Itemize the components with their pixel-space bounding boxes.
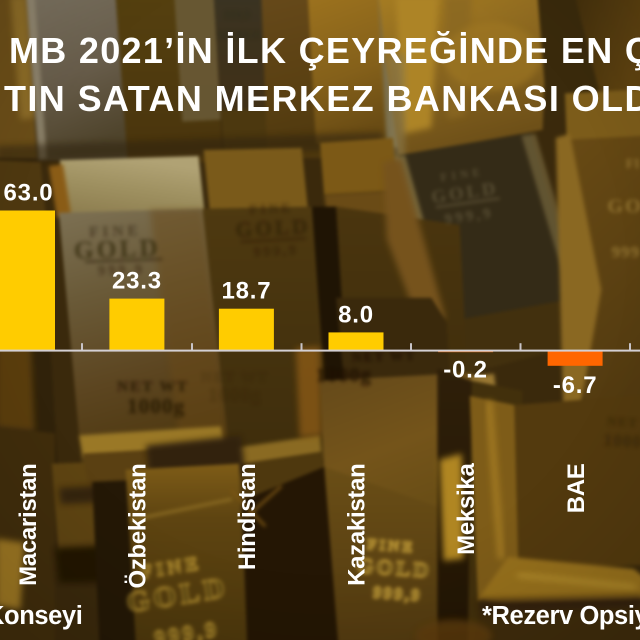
svg-text:Macaristan: Macaristan [15, 464, 42, 586]
svg-text:*Rezerv Opsiyon Mekanizması: *Rezerv Opsiyon Mekanizması [482, 602, 640, 630]
svg-text:18.7: 18.7 [221, 278, 271, 305]
svg-text:23.3: 23.3 [112, 268, 162, 295]
svg-text:8.0: 8.0 [338, 301, 374, 328]
svg-text:Kazakistan: Kazakistan [344, 464, 371, 586]
svg-text:Meksika: Meksika [453, 463, 480, 555]
svg-text:BAE: BAE [563, 463, 590, 513]
svg-text:Hindistan: Hindistan [234, 464, 261, 571]
svg-text:Konseyi: Konseyi [0, 602, 82, 630]
svg-text:-0.2: -0.2 [443, 356, 488, 383]
svg-text:63.0: 63.0 [4, 179, 54, 206]
svg-text:Özbekistan: Özbekistan [125, 464, 152, 589]
svg-text:-6.7: -6.7 [553, 372, 598, 399]
